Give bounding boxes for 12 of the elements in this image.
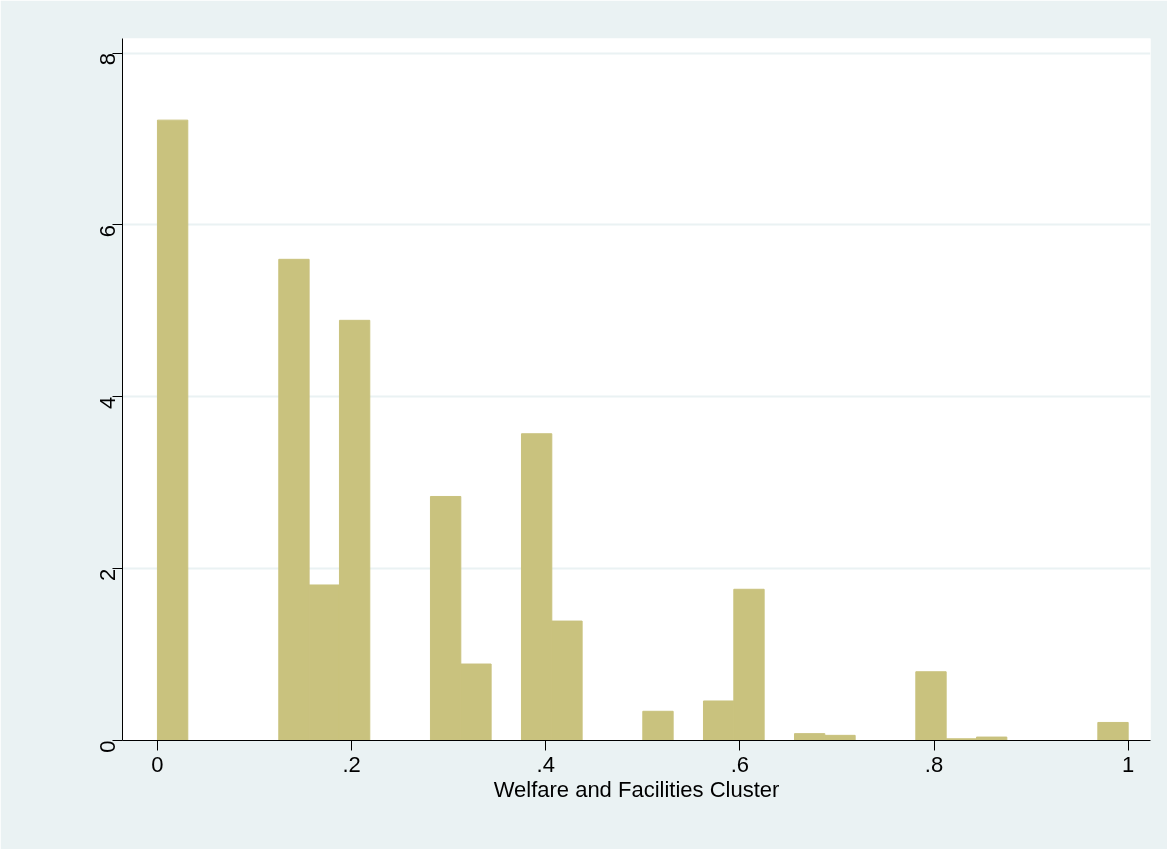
x-tick-label: 0 [151, 751, 164, 777]
y-tick-label: 0 [95, 740, 120, 753]
x-tick-label: 1 [1122, 751, 1135, 777]
x-axis-title: Welfare and Facilities Cluster [493, 776, 780, 802]
y-tick-label: 8 [95, 53, 120, 66]
x-tick-label: .2 [342, 751, 361, 777]
x-tick-label: .4 [536, 751, 555, 777]
y-tick-label: 4 [95, 396, 120, 410]
y-tick-label: 2 [95, 568, 120, 581]
y-tick-label: 6 [95, 224, 120, 238]
x-tick-label: .8 [924, 751, 944, 777]
x-tick-label: .6 [730, 751, 750, 777]
